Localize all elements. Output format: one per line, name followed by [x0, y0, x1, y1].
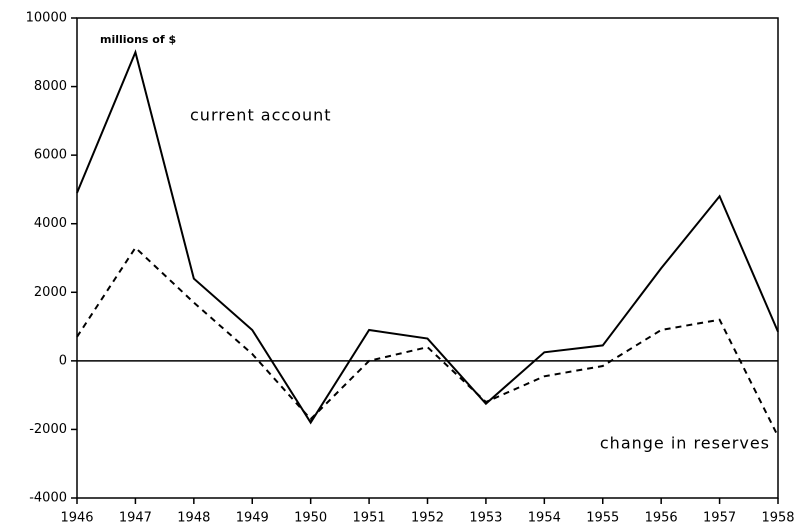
y-tick-label: -2000	[29, 422, 67, 437]
x-tick-label: 1946	[60, 511, 93, 526]
x-tick-label: 1947	[119, 511, 152, 526]
series-label: change in reserves	[600, 434, 770, 453]
y-tick-label: 8000	[34, 79, 67, 94]
x-tick-label: 1950	[294, 511, 327, 526]
x-tick-label: 1951	[353, 511, 386, 526]
y-tick-label: 10000	[26, 11, 67, 26]
x-tick-label: 1954	[528, 511, 561, 526]
y-tick-label: 2000	[34, 285, 67, 300]
series-label: current account	[190, 106, 332, 125]
x-tick-label: 1958	[761, 511, 794, 526]
y-tick-label: -4000	[29, 491, 67, 506]
x-tick-label: 1957	[703, 511, 736, 526]
series-line	[76, 246, 779, 437]
x-tick-label: 1955	[586, 511, 619, 526]
y-tick-label: 4000	[34, 216, 67, 231]
x-tick-label: 1953	[469, 511, 502, 526]
x-tick-label: 1948	[177, 511, 210, 526]
x-tick-label: 1949	[236, 511, 269, 526]
plot-frame	[76, 17, 779, 499]
y-tick-label: 0	[59, 353, 67, 368]
x-tick-label: 1956	[645, 511, 678, 526]
x-tick-label: 1952	[411, 511, 444, 526]
units-label: millions of $	[100, 33, 176, 46]
y-tick-label: 6000	[34, 148, 67, 163]
series-line	[76, 49, 779, 425]
